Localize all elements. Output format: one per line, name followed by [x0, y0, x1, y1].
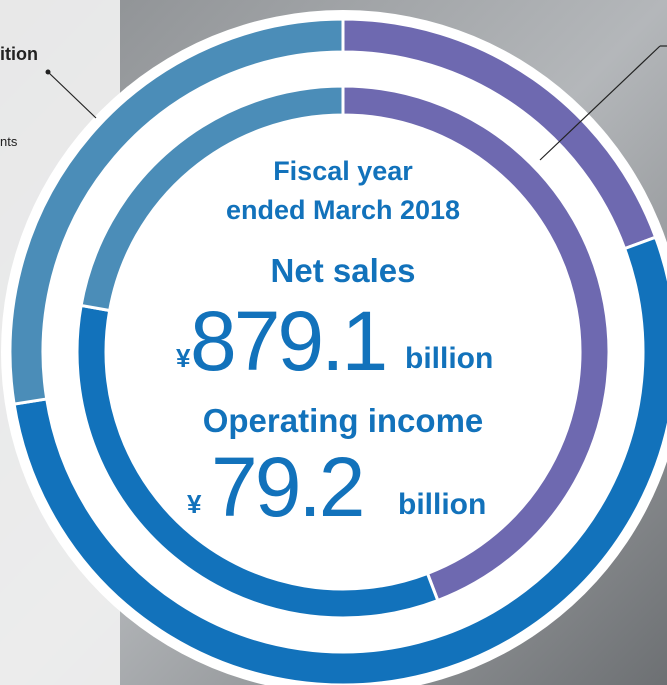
- unit: billion: [398, 488, 486, 521]
- period: Fiscal year: [273, 156, 413, 186]
- currency: ¥: [187, 489, 202, 519]
- leader-line: [47, 71, 97, 119]
- leader-line: [539, 45, 661, 161]
- metric-label: Net sales: [271, 252, 416, 289]
- ring-segment: [8, 17, 345, 406]
- metric-value: 79.2: [211, 440, 363, 534]
- leader-dot: [45, 69, 51, 75]
- period: ended March 2018: [226, 195, 460, 225]
- rings: [8, 17, 667, 685]
- ring-segment: [79, 84, 345, 313]
- cut-label: ition: [0, 44, 38, 64]
- currency: ¥: [176, 343, 191, 373]
- metric-label: Operating income: [203, 402, 484, 439]
- cut-label: nts: [0, 134, 18, 149]
- metric-value: 879.1: [190, 294, 385, 388]
- unit: billion: [405, 342, 493, 375]
